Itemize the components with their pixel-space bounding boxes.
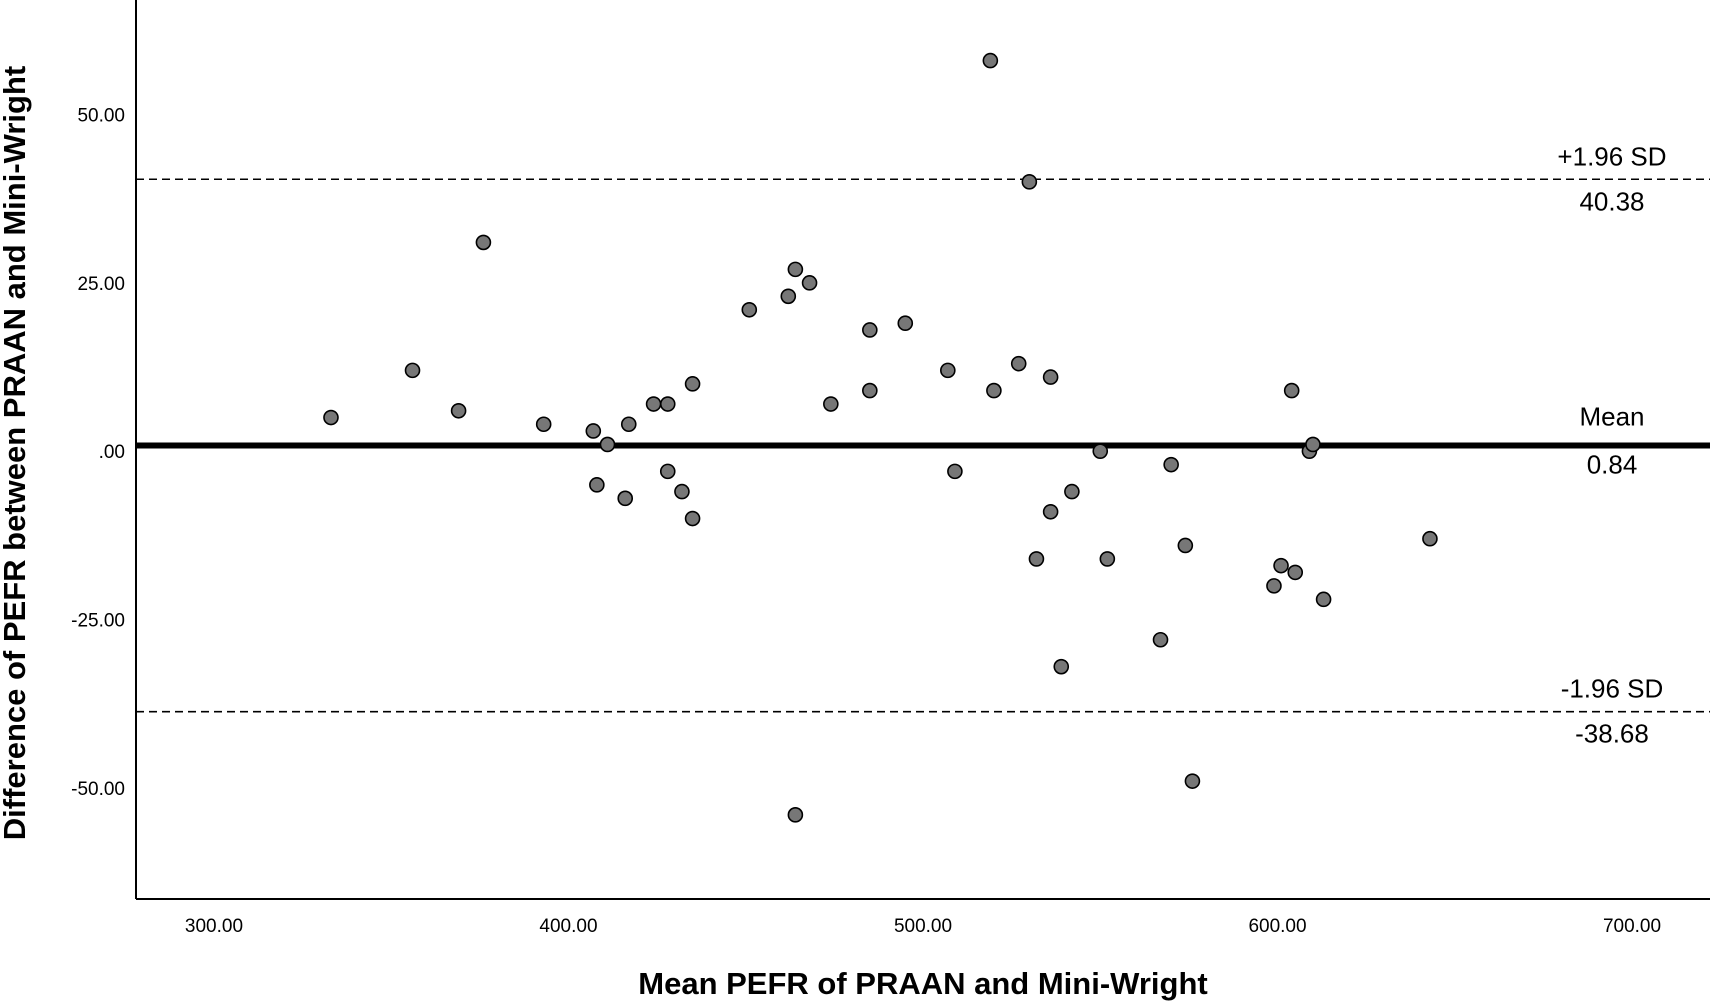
data-point [1010,355,1027,372]
data-point [1266,578,1282,594]
data-point [589,477,605,493]
data-point [1287,564,1304,581]
lower-loa-label: -1.96 SD [1561,674,1664,704]
data-point [801,275,818,291]
data-point [897,315,914,332]
x-tick-label: 400.00 [539,916,597,937]
data-point [1053,658,1070,675]
mean-label: Mean [1579,402,1644,432]
data-point [780,288,797,305]
data-point [947,463,963,480]
data-point [787,261,804,278]
data-point [1042,369,1059,385]
data-point [1273,557,1289,574]
data-point [1184,773,1201,789]
lower-loa-value-label: -38.68 [1575,719,1649,749]
data-point [617,490,634,507]
y-axis-title: Difference of PEFR between PRAAN and Min… [0,66,32,840]
y-tick-label: 25.00 [77,274,125,295]
axes [135,0,1710,900]
data-point [1422,530,1438,547]
data-point [684,510,701,527]
reference-line-labels: Mean 0.84 +1.96 SD 40.38 -1.96 SD -38.68 [1557,141,1666,748]
data-point [475,234,492,251]
data-point [1028,551,1045,567]
data-point [404,362,421,379]
upper-loa-label: +1.96 SD [1557,141,1666,171]
reference-lines [136,178,1710,713]
y-tick-label: -50.00 [71,779,125,800]
data-point [1021,174,1038,190]
data-point [585,423,602,439]
x-axis-title: Mean PEFR of PRAAN and Mini-Wright [638,966,1207,1001]
data-point [1315,591,1332,608]
data-point [982,52,999,69]
data-point [620,416,637,433]
data-point [645,396,662,412]
mean-value-label: 0.84 [1587,450,1638,480]
x-tick-label: 600.00 [1248,916,1306,937]
x-tick-label: 500.00 [894,916,952,937]
data-point [1064,483,1080,500]
data-point [684,376,701,392]
data-point [1099,551,1116,567]
x-tick-label: 300.00 [185,916,243,937]
data-point [823,396,839,412]
data-point [1042,503,1059,520]
data-points [323,52,1438,823]
data-point [323,409,339,426]
data-point [1152,631,1169,648]
y-tick-label: 50.00 [77,105,125,126]
y-tick-labels: -50.00 -25.00 .00 25.00 50.00 [71,105,125,799]
data-point [862,382,878,399]
upper-loa-value-label: 40.38 [1579,186,1644,216]
data-point [659,396,676,412]
data-point [1305,436,1321,453]
data-point [450,402,467,419]
data-point [986,382,1002,399]
data-point [535,416,552,433]
x-tick-labels: 300.00 400.00 500.00 600.00 700.00 [185,916,1661,937]
y-tick-label: -25.00 [71,611,125,632]
y-tick-label: .00 [99,442,125,463]
data-point [1283,382,1300,399]
data-point [741,301,758,318]
x-tick-label: 700.00 [1603,916,1661,937]
data-point [674,483,690,500]
data-point [1177,537,1194,554]
data-point [862,322,878,338]
data-point [787,807,804,823]
data-point [1163,456,1179,473]
data-point [599,436,616,453]
data-point [940,362,956,379]
data-point [659,463,676,480]
data-point [1092,443,1109,459]
